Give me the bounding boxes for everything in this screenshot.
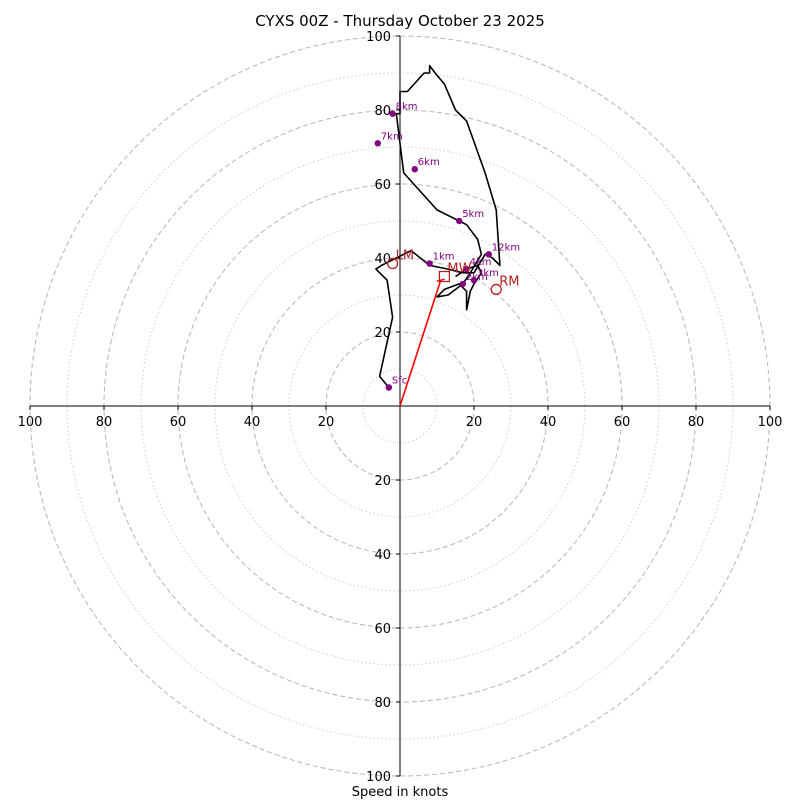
y-tick-label: 100 — [366, 30, 391, 45]
height-label-sfc: Sfc — [392, 376, 407, 387]
y-tick-label: 20 — [374, 326, 391, 341]
height-label-3km: 3km — [477, 268, 499, 279]
storm-motion-markers: LM MW RM — [386, 249, 519, 296]
rm-label: RM — [499, 274, 519, 289]
x-tick-label: 20 — [466, 415, 483, 430]
height-point-3km — [470, 277, 478, 284]
y-tick-label: 60 — [374, 622, 391, 637]
y-tick-label: 20 — [374, 474, 391, 489]
y-tick-label: 100 — [366, 770, 391, 785]
height-point-12km — [485, 251, 492, 258]
shear-vector-line — [399, 279, 442, 407]
height-point-6km — [411, 166, 418, 173]
x-tick-label: 100 — [758, 415, 783, 430]
y-tick-label: 60 — [374, 178, 391, 193]
lm-marker — [386, 257, 399, 270]
rm-marker — [490, 283, 502, 296]
height-label-1km: 1km — [433, 252, 455, 263]
height-point-4km — [463, 265, 470, 273]
height-label-4km: 4km — [470, 257, 492, 268]
x-tick-label: 80 — [96, 415, 113, 430]
x-tick-label: 40 — [244, 415, 261, 430]
height-label-2km: 2km — [466, 272, 488, 283]
x-tick-label: 60 — [614, 415, 631, 430]
x-tick-label: 80 — [688, 415, 705, 430]
x-tick-label: 60 — [170, 415, 187, 430]
lm-label: LM — [396, 249, 414, 264]
height-point-7km — [374, 140, 381, 147]
height-point-5km — [456, 217, 463, 225]
hodograph-series — [375, 64, 501, 407]
x-tick-label: 40 — [540, 415, 557, 430]
chart-title: CYXS 00Z - Thursday October 23 2025 — [255, 12, 545, 30]
height-point-1km — [426, 260, 433, 267]
height-point-2km — [459, 280, 467, 288]
mw-label: MW — [447, 262, 471, 277]
x-tick-label: 100 — [18, 415, 43, 430]
height-label-6km: 6km — [418, 157, 440, 168]
y-tick-label: 40 — [374, 548, 391, 563]
axis-ticks: 100 80 60 40 20 20 40 60 80 100100806040202040608… — [18, 30, 783, 785]
shear-vector-tip — [436, 278, 445, 282]
x-tick-label: 20 — [318, 415, 335, 430]
height-point-sfc — [385, 384, 393, 391]
height-point-8km — [389, 110, 396, 117]
height-label-7km: 7km — [381, 131, 403, 142]
height-label-5km: 5km — [462, 209, 484, 220]
y-tick-label: 80 — [374, 696, 391, 711]
mw-marker — [438, 270, 451, 283]
x-axis-label: Speed in knots — [352, 785, 449, 800]
height-label-8km: 8km — [396, 102, 418, 113]
y-tick-label: 80 — [374, 104, 391, 119]
height-label-12km: 12km — [492, 242, 520, 253]
